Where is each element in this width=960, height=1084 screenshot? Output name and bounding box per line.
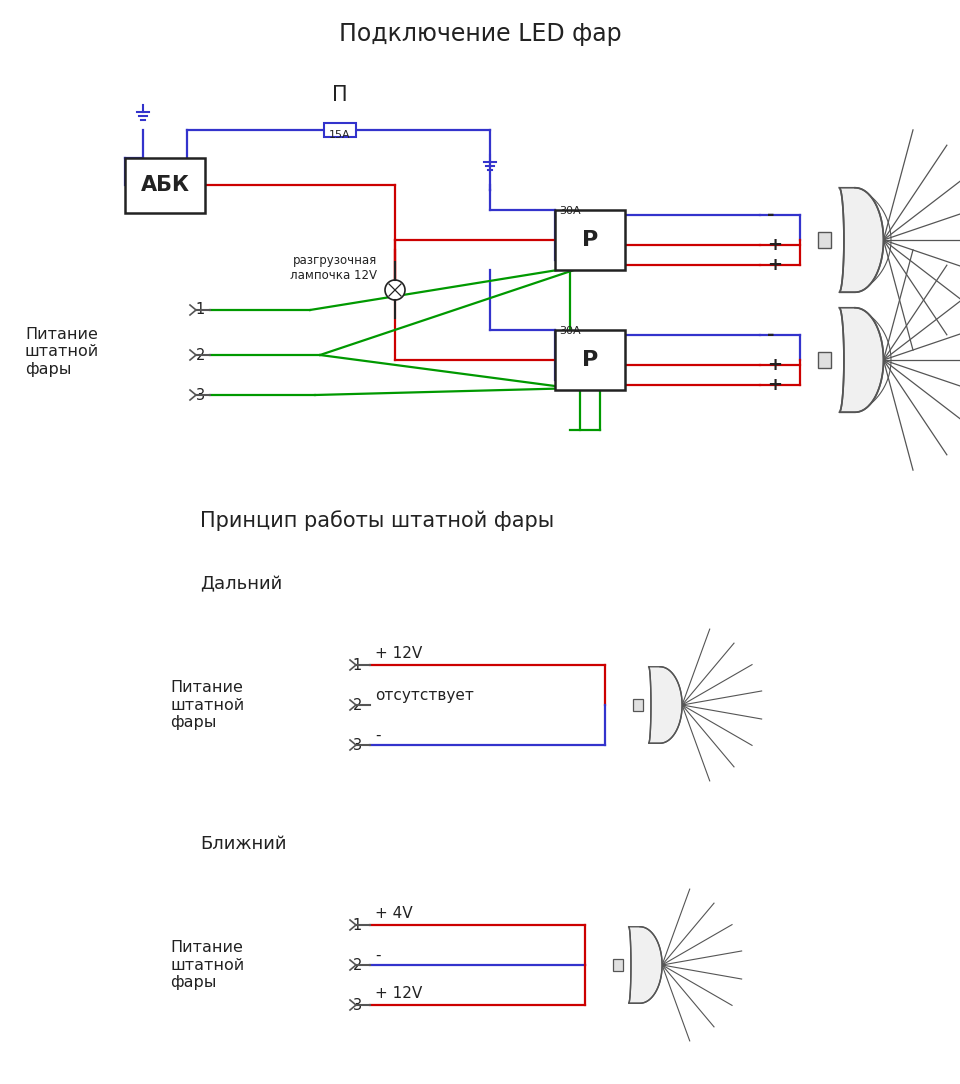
Text: 1: 1 <box>196 302 205 318</box>
Polygon shape <box>839 308 883 412</box>
Text: 3: 3 <box>353 737 362 752</box>
Text: разгрузочная
лампочка 12V: разгрузочная лампочка 12V <box>290 254 377 282</box>
Polygon shape <box>839 188 883 293</box>
Text: -: - <box>375 728 380 743</box>
Text: +: + <box>767 256 782 274</box>
Text: Принцип работы штатной фары: Принцип работы штатной фары <box>200 509 554 531</box>
Text: Дальний: Дальний <box>200 575 282 593</box>
Bar <box>818 232 831 247</box>
Bar <box>125 157 205 212</box>
Text: +: + <box>767 236 782 254</box>
Text: +: + <box>767 356 782 374</box>
Bar <box>555 330 625 390</box>
Text: + 12V: + 12V <box>375 986 422 1001</box>
Text: отсутствует: отсутствует <box>375 688 474 704</box>
Text: + 12V: + 12V <box>375 646 422 661</box>
Text: 2: 2 <box>196 348 205 362</box>
Text: 15А: 15А <box>329 130 350 140</box>
Text: 3: 3 <box>353 997 362 1012</box>
Text: 30A: 30A <box>559 326 581 336</box>
Text: +: + <box>767 376 782 393</box>
Bar <box>555 210 625 270</box>
Circle shape <box>385 280 405 300</box>
Bar <box>633 699 643 710</box>
Text: 30A: 30A <box>559 206 581 216</box>
Polygon shape <box>649 667 683 744</box>
Text: -: - <box>767 326 775 344</box>
Text: 1: 1 <box>352 917 362 932</box>
Text: -: - <box>767 206 775 224</box>
Text: 1: 1 <box>352 658 362 672</box>
Text: 2: 2 <box>352 957 362 972</box>
Bar <box>324 122 356 137</box>
Text: Р: Р <box>582 230 598 250</box>
Text: Питание
штатной
фары: Питание штатной фары <box>170 940 244 990</box>
Text: Ближний: Ближний <box>200 835 286 853</box>
Text: АБК: АБК <box>140 175 189 195</box>
Text: Подключение LED фар: Подключение LED фар <box>339 22 621 46</box>
Text: Р: Р <box>582 350 598 370</box>
Bar <box>612 959 623 970</box>
Text: Питание
штатной
фары: Питание штатной фары <box>170 680 244 730</box>
Text: + 4V: + 4V <box>375 906 413 921</box>
Text: Питание
штатной
фары: Питание штатной фары <box>25 327 99 377</box>
Text: П: П <box>332 85 348 105</box>
Text: 2: 2 <box>352 697 362 712</box>
Bar <box>818 352 831 367</box>
Text: 3: 3 <box>196 387 205 402</box>
Polygon shape <box>629 927 662 1004</box>
Text: -: - <box>375 948 380 963</box>
